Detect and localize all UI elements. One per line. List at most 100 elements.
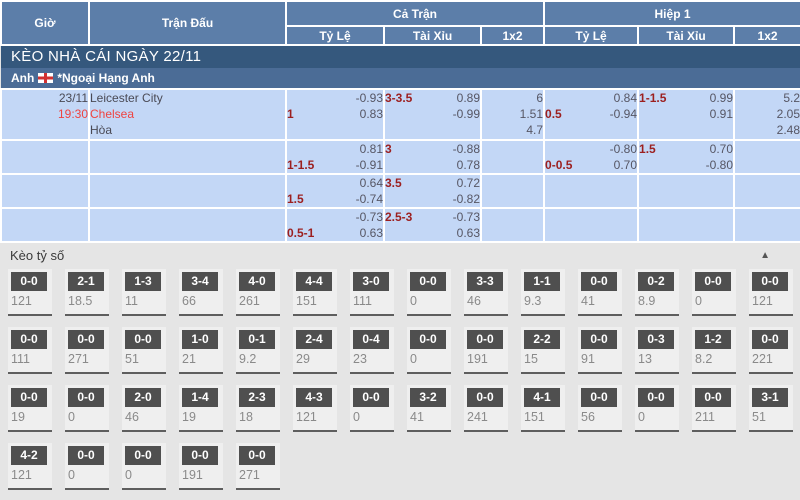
odds-line: -0.80	[545, 141, 637, 157]
score-cell[interactable]: 0-0 91	[578, 327, 622, 374]
score-cell[interactable]: 0-0 0	[407, 327, 451, 374]
header-match: Trận Đấu	[88, 0, 287, 46]
score-cell[interactable]: 1-4 19	[179, 385, 223, 432]
odds-value: -0.91	[355, 158, 383, 172]
odds-1x2-cell[interactable]: 5.2 2.05 2.48	[733, 88, 800, 141]
collapse-icon[interactable]: ▲	[760, 250, 770, 261]
score-cell[interactable]: 4-4 151	[293, 269, 337, 316]
odds-1x2-value: 2.48	[776, 123, 800, 137]
score-cell[interactable]: 0-0 121	[749, 269, 793, 316]
league-row[interactable]: Anh *Ngoại Hạng Anh	[1, 68, 800, 88]
league-name: *Ngoại Hạng Anh	[57, 71, 155, 85]
odds-cell[interactable]: 1-1.5 0.99 0.91	[637, 88, 736, 141]
score-cell[interactable]: 1-2 8.2	[692, 327, 736, 374]
odds-1x2-cell[interactable]: 6 1.51 4.7	[479, 88, 546, 141]
odds-cell[interactable]: -0.80 0-0.5 0.70	[543, 139, 640, 175]
odds-row: 23/11 19:30 Leicester City Chelsea Hòa -0.93 1…	[0, 88, 800, 141]
odds-row: -0.73 0.5-1 0.63 2.5-3 -0.73 0.63	[0, 207, 800, 243]
score-cell[interactable]: 3-3 46	[464, 269, 508, 316]
score-cell[interactable]: 0-0 0	[122, 443, 166, 490]
score-cell[interactable]: 0-0 271	[65, 327, 109, 374]
score-cell[interactable]: 3-2 41	[407, 385, 451, 432]
score-cell[interactable]: 0-0 0	[65, 385, 109, 432]
score-cell[interactable]: 0-1 9.2	[236, 327, 280, 374]
score-cell[interactable]: 0-0 221	[749, 327, 793, 374]
odds-cell[interactable]: 0.64 1.5 -0.74	[285, 173, 385, 209]
score-cell[interactable]: 0-0 111	[8, 327, 52, 374]
score-cell[interactable]: 4-0 261	[236, 269, 280, 316]
score-cell[interactable]: 0-0 51	[122, 327, 166, 374]
score-cell[interactable]: 2-1 18.5	[65, 269, 109, 316]
score-cell[interactable]: 0-0 19	[8, 385, 52, 432]
score-cell[interactable]: 0-0 56	[578, 385, 622, 432]
score-badge: 0-0	[68, 388, 104, 407]
score-row: 4-2 121 0-0 0 0-0 0 0-0 191 0-0 271	[8, 443, 800, 490]
score-cell[interactable]: 2-4 29	[293, 327, 337, 374]
odds-row: 0.81 1-1.5 -0.91 3 -0.88 0.78 -0.80 0-0.5 0.70 1.…	[0, 139, 800, 175]
score-odds: 13	[638, 352, 652, 366]
score-cell[interactable]: 4-3 121	[293, 385, 337, 432]
odds-1x2-value: 4.7	[526, 123, 544, 137]
odds-cell[interactable]: 2.5-3 -0.73 0.63	[383, 207, 482, 243]
handicap-value: 3.5	[385, 176, 402, 190]
score-cell[interactable]: 0-0 0	[350, 385, 394, 432]
score-odds: 19	[182, 410, 196, 424]
score-odds: 18.5	[68, 294, 93, 308]
score-badge: 4-4	[296, 272, 332, 291]
header-time: Giờ	[0, 0, 90, 46]
score-cell[interactable]: 4-2 121	[8, 443, 52, 490]
odds-value: 0.84	[613, 91, 638, 105]
score-badge: 0-0	[11, 388, 47, 407]
score-cell[interactable]: 0-3 13	[635, 327, 679, 374]
away-team-name[interactable]: Chelsea	[90, 107, 135, 121]
odds-cell[interactable]: 0.84 0.5 -0.94	[543, 88, 640, 141]
header-ft-ou: Tài Xỉu	[383, 25, 482, 46]
odds-cell[interactable]: 3-3.5 0.89 -0.99	[383, 88, 482, 141]
score-cell[interactable]: 0-0 0	[635, 385, 679, 432]
score-cell[interactable]: 2-0 46	[122, 385, 166, 432]
score-cell[interactable]: 0-0 0	[407, 269, 451, 316]
score-cell[interactable]: 3-4 66	[179, 269, 223, 316]
score-cell[interactable]: 0-0 241	[464, 385, 508, 432]
draw-label[interactable]: Hòa	[90, 123, 113, 137]
score-cell[interactable]: 0-0 191	[464, 327, 508, 374]
score-odds: 56	[581, 410, 595, 424]
odds-line: 0.78	[385, 157, 480, 173]
score-cell[interactable]: 0-0 0	[65, 443, 109, 490]
score-cell[interactable]: 1-1 9.3	[521, 269, 565, 316]
home-team-name[interactable]: Leicester City	[90, 91, 163, 105]
score-cell[interactable]: 0-4 23	[350, 327, 394, 374]
score-cell[interactable]: 3-1 51	[749, 385, 793, 432]
score-odds: 91	[581, 352, 595, 366]
odds-empty-cell	[733, 173, 800, 209]
score-cell[interactable]: 0-0 191	[179, 443, 223, 490]
score-cell[interactable]: 4-1 151	[521, 385, 565, 432]
score-row: 0-0 19 0-0 0 2-0 46 1-4 19 2-3 18 4-3 121 0-0 0 3-2 41 0…	[8, 385, 800, 432]
score-cell[interactable]: 1-0 21	[179, 327, 223, 374]
odds-cell[interactable]: 0.81 1-1.5 -0.91	[285, 139, 385, 175]
score-cell[interactable]: 0-0 211	[692, 385, 736, 432]
odds-cell[interactable]: 3 -0.88 0.78	[383, 139, 482, 175]
odds-cell[interactable]: 3.5 0.72 -0.82	[383, 173, 482, 209]
score-odds: 221	[752, 352, 773, 366]
score-cell[interactable]: 0-2 8.9	[635, 269, 679, 316]
score-badge: 0-0	[752, 272, 788, 291]
score-grid: 0-0 121 2-1 18.5 1-3 11 3-4 66 4-0 261 4-4 151 3-0 11…	[0, 266, 800, 490]
score-cell[interactable]: 1-3 11	[122, 269, 166, 316]
score-badge: 2-2	[524, 330, 560, 349]
score-badge: 0-2	[638, 272, 674, 291]
score-cell[interactable]: 2-2 15	[521, 327, 565, 374]
score-cell[interactable]: 2-3 18	[236, 385, 280, 432]
score-cell[interactable]: 0-0 41	[578, 269, 622, 316]
odds-cell[interactable]: -0.73 0.5-1 0.63	[285, 207, 385, 243]
score-cell[interactable]: 0-0 121	[8, 269, 52, 316]
odds-cell[interactable]: 1.5 0.70 -0.80	[637, 139, 736, 175]
score-odds: 121	[296, 410, 317, 424]
odds-cell[interactable]: -0.93 1 0.83	[285, 88, 385, 141]
score-odds: 151	[296, 294, 317, 308]
score-cell[interactable]: 3-0 111	[350, 269, 394, 316]
score-badge: 2-4	[296, 330, 332, 349]
score-cell[interactable]: 0-0 0	[692, 269, 736, 316]
score-cell[interactable]: 0-0 271	[236, 443, 280, 490]
header-ft-rate: Tỷ Lệ	[285, 25, 385, 46]
